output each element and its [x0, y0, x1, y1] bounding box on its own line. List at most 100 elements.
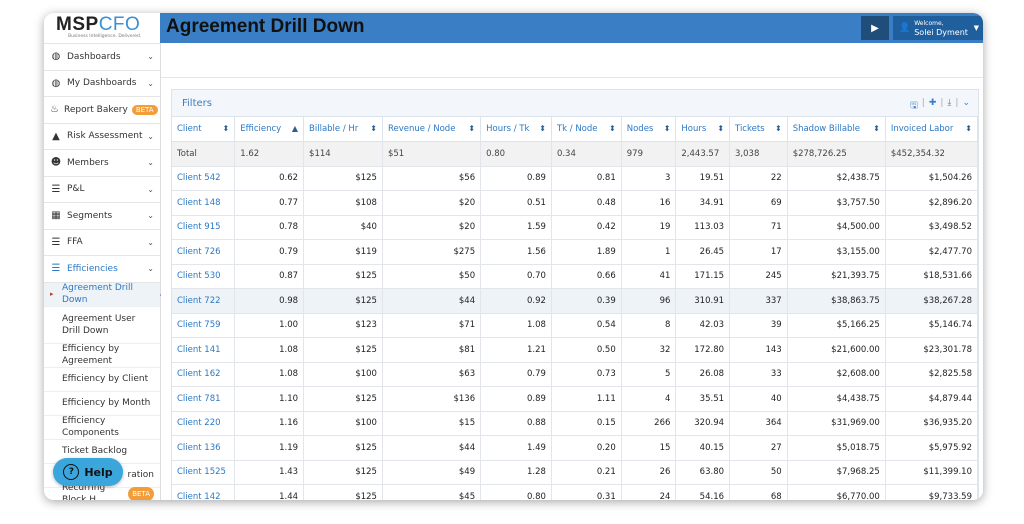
client-link[interactable]: Client 220	[172, 411, 236, 436]
table-row[interactable]: Client 220 1.16 $100 $15 0.88 0.15 266 320.94 36…	[172, 411, 979, 436]
help-button[interactable]: ? Help	[53, 458, 123, 486]
table-cell: 172.80	[675, 337, 731, 363]
table-row[interactable]: Client 542 0.62 $125 $56 0.89 0.81 3 19.51 22 $2,…	[172, 166, 979, 191]
table-row[interactable]: Client 530 0.87 $125 $50 0.70 0.66 41 171.15 245…	[172, 264, 979, 289]
chevron-down-icon: ⌄	[147, 184, 154, 194]
table-row[interactable]: Client 162 1.08 $100 $63 0.79 0.73 5 26.08 33 $2,…	[172, 362, 979, 387]
table-cell: 42.03	[675, 313, 731, 338]
table-cell: 26.08	[675, 362, 731, 387]
column-header-nodes[interactable]: Nodes ⬍	[621, 117, 677, 142]
client-link[interactable]: Client 722	[172, 288, 236, 314]
sidebar-item-my-dashboards[interactable]: ◍ My Dashboards ⌄	[44, 71, 160, 97]
column-header-client[interactable]: Client ⬍	[172, 117, 236, 142]
sort-icon: ⬍	[609, 124, 616, 133]
sidebar-subitem-efficiency-by-agreement[interactable]: Efficiency by Agreement	[44, 344, 160, 368]
separator: |	[940, 98, 944, 108]
client-link[interactable]: Client 141	[172, 337, 236, 363]
sidebar-item-p-l[interactable]: ☰ P&L ⌄	[44, 177, 160, 203]
table-row[interactable]: Client 915 0.78 $40 $20 1.59 0.42 19 113.03 71 $4…	[172, 215, 979, 240]
table-row[interactable]: Client 136 1.19 $125 $44 1.49 0.20 15 40.15 27 $5…	[172, 435, 979, 461]
sidebar-item-ffa[interactable]: ☰ FFA ⌄	[44, 230, 160, 256]
sidebar-item-label: Segments	[67, 210, 113, 221]
client-link[interactable]: Client 542	[172, 166, 236, 191]
sidebar-item-label: Dashboards	[67, 51, 121, 62]
table-cell: 27	[729, 435, 788, 461]
table-row[interactable]: Client 1525 1.43 $125 $49 1.28 0.21 26 63.80 50 $…	[172, 460, 979, 485]
sidebar-subitem-agreement-drill-down[interactable]: ▸ Agreement Drill Down	[44, 282, 166, 307]
sidebar-subitem-agreement-user-drill-down[interactable]: Agreement User Drill Down	[44, 307, 160, 344]
column-header-tk-node[interactable]: Tk / Node ⬍	[551, 117, 622, 142]
sidebar-item-efficiencies[interactable]: ☰ Efficiencies ⌄	[44, 256, 160, 283]
client-link[interactable]: Client 530	[172, 264, 236, 289]
column-header-shadow-billable[interactable]: Shadow Billable ⬍	[787, 117, 886, 142]
table-row[interactable]: Client 142 1.44 $125 $45 0.80 0.31 24 54.16 68 $6…	[172, 484, 979, 500]
client-link[interactable]: Client 136	[172, 435, 236, 461]
column-header-efficiency[interactable]: Efficiency ▲	[234, 117, 305, 142]
client-link[interactable]: Client 726	[172, 239, 236, 265]
table-cell: 0.51	[480, 190, 552, 216]
table-cell: $81	[382, 337, 482, 363]
client-link[interactable]: Client 759	[172, 313, 236, 338]
client-link[interactable]: Client 142	[172, 484, 236, 500]
chevron-down-icon[interactable]: ⌄	[962, 98, 970, 108]
column-header-invoiced-labor[interactable]: Invoiced Labor ⬍	[885, 117, 979, 142]
sort-icon: ⬍	[717, 124, 725, 133]
sidebar: MSPCFO Business Intelligence. Delivered.…	[44, 13, 166, 500]
table-row[interactable]: Client 148 0.77 $108 $20 0.51 0.48 16 34.91 69 $3…	[172, 190, 979, 216]
client-link[interactable]: Client 148	[172, 190, 236, 216]
table-row[interactable]: Client 722 0.98 $125 $44 0.92 0.39 96 310.91 337…	[172, 288, 979, 314]
table-cell: 245	[729, 264, 788, 289]
table-row[interactable]: Client 781 1.10 $125 $136 0.89 1.11 4 35.51 40 $4…	[172, 386, 979, 412]
download-icon[interactable]: ⤓	[947, 98, 952, 108]
sort-icon: ⬍	[873, 124, 880, 133]
sidebar-subitem-label: ration	[127, 470, 154, 480]
user-icon: 👤	[899, 23, 911, 33]
play-button[interactable]: ▶	[861, 16, 889, 40]
table-cell: $123	[303, 313, 383, 338]
client-link[interactable]: Client 162	[172, 362, 236, 387]
sidebar-subitem-efficiency-by-month[interactable]: Efficiency by Month	[44, 392, 160, 416]
column-header-hours[interactable]: Hours ⬍	[675, 117, 731, 142]
client-link[interactable]: Client 781	[172, 386, 236, 412]
sidebar-item-segments[interactable]: ▦ Segments ⌄	[44, 203, 160, 230]
sidebar-subitem-recurring-block-h[interactable]: Recurring Block H BETA	[44, 483, 160, 500]
client-link[interactable]: Client 1525	[172, 460, 236, 485]
sidebar-item-members[interactable]: ☻ Members ⌄	[44, 150, 160, 177]
save-icon[interactable]: 🖫	[910, 101, 918, 111]
sidebar-item-dashboards[interactable]: ◍ Dashboards ⌄	[44, 44, 160, 71]
logo[interactable]: MSPCFO Business Intelligence. Delivered.	[44, 13, 160, 43]
table-cell: 1.44	[234, 484, 305, 500]
user-menu[interactable]: 👤 Welcome, Solei Dyment ▼	[893, 16, 983, 40]
filters-header[interactable]: Filters 🖫 | ✚ | ⤓ | ⌄	[172, 90, 978, 117]
column-header-label: Tickets	[735, 124, 765, 134]
table-cell: $20	[382, 190, 482, 216]
table-cell: 0.78	[234, 215, 305, 240]
table-cell: $6,770.00	[787, 484, 886, 500]
client-link[interactable]: Client 915	[172, 215, 236, 240]
logo-text-msp: MSP	[56, 14, 99, 35]
agreement-table: Client ⬍ Efficiency ▲ Billable / Hr ⬍ Revenue …	[172, 117, 979, 500]
add-icon[interactable]: ✚	[928, 98, 937, 108]
sidebar-subitem-label: Efficiency Components	[62, 416, 119, 438]
table-cell: 2,443.57	[675, 141, 731, 167]
column-header-hours-tk[interactable]: Hours / Tk ⬍	[480, 117, 552, 142]
table-cell: $1,504.26	[885, 166, 979, 191]
table-row[interactable]: Client 759 1.00 $123 $71 1.08 0.54 8 42.03 39 $5,…	[172, 313, 979, 338]
sidebar-subitem-efficiency-by-client[interactable]: Efficiency by Client	[44, 368, 160, 392]
column-header-tickets[interactable]: Tickets ⬍	[729, 117, 788, 142]
table-cell: 1.11	[551, 386, 622, 412]
table-row[interactable]: Client 726 0.79 $119 $275 1.56 1.89 1 26.45 17 $3…	[172, 239, 979, 265]
filters-panel: Filters 🖫 | ✚ | ⤓ | ⌄ Client ⬍ Efficiency ▲…	[171, 89, 979, 500]
table-cell: 1.62	[234, 141, 305, 167]
table-row[interactable]: Client 141 1.08 $125 $81 1.21 0.50 32 172.80 143…	[172, 337, 979, 363]
column-header-label: Revenue / Node	[387, 124, 456, 134]
column-header-billable-hr[interactable]: Billable / Hr ⬍	[303, 117, 383, 142]
column-header-revenue-node[interactable]: Revenue / Node ⬍	[382, 117, 482, 142]
sidebar-item-label: Report Bakery	[63, 104, 128, 115]
table-cell: 63.80	[675, 460, 731, 485]
sidebar-item-risk-assessment[interactable]: ▲ Risk Assessment ⌄	[44, 124, 160, 150]
sidebar-subitem-efficiency-components[interactable]: Efficiency Components	[44, 416, 160, 440]
sidebar-item-report-bakery[interactable]: ♨ Report Bakery BETA	[44, 97, 160, 124]
sidebar-subitem-ration[interactable]: ration	[44, 464, 160, 488]
table-cell: 1	[621, 239, 677, 265]
